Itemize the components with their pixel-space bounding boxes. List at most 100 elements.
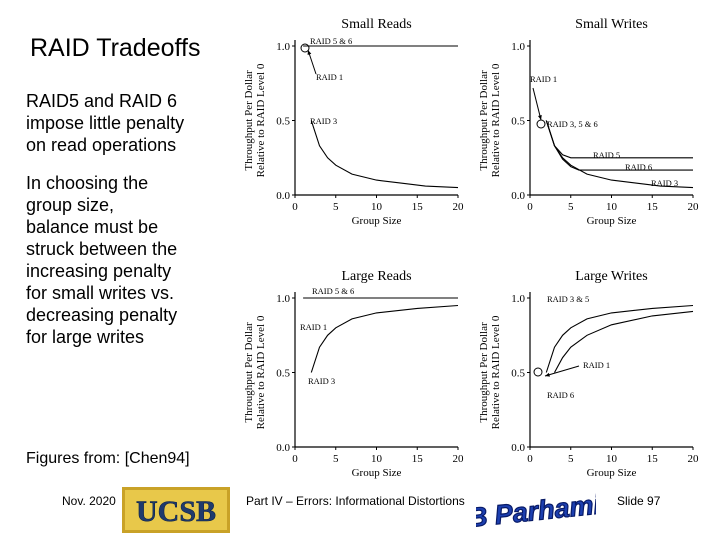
paragraph-line: RAID5 and RAID 6 xyxy=(26,91,178,111)
y-axis-label: Throughput Per Dollar xyxy=(478,322,490,423)
chart-small-writes: Small Writes 0 5 10 15 20 0.0 0.5 1.0 Group Size T… xyxy=(478,17,700,227)
annotation-arrow xyxy=(544,365,580,377)
y-tick-label: 1.0 xyxy=(511,293,525,305)
series-line-raid-3 xyxy=(310,304,459,373)
series-annotation: RAID 1 xyxy=(583,360,610,370)
y-axis-label: Relative to RAID Level 0 xyxy=(255,315,267,429)
paragraph-line: for small writes vs. xyxy=(26,283,175,303)
x-axis-label: Group Size xyxy=(587,467,637,479)
chart-title: Large Writes xyxy=(575,269,647,284)
y-tick-label: 0.0 xyxy=(276,442,290,454)
slide-number: Slide 97 xyxy=(617,494,661,508)
svg-text:UCSB: UCSB xyxy=(136,495,216,528)
chart-title: Large Reads xyxy=(341,269,411,284)
y-tick-label: 1.0 xyxy=(276,41,290,53)
x-tick-label: 0 xyxy=(527,453,533,465)
x-tick-label: 0 xyxy=(527,201,533,213)
chart-large-writes: Large Writes 0 5 10 15 20 0.0 0.5 1.0 Group Size T… xyxy=(478,269,700,479)
series-annotation: RAID 1 xyxy=(300,322,327,332)
x-tick-label: 15 xyxy=(412,453,424,465)
paragraph-group-size: In choosing the group size, balance must… xyxy=(26,172,216,348)
x-tick-label: 5 xyxy=(568,453,574,465)
footer-date: Nov. 2020 xyxy=(62,494,116,508)
y-tick-label: 0.0 xyxy=(276,190,290,202)
x-tick-label: 20 xyxy=(453,453,465,465)
paragraph-line: group size, xyxy=(26,195,115,215)
y-tick-label: 1.0 xyxy=(511,41,525,53)
chart-small-reads: Small Reads 0 5 10 15 20 0.0 0.5 1.0 Group Size Th… xyxy=(243,17,465,227)
x-tick-label: 15 xyxy=(647,201,659,213)
x-tick-label: 10 xyxy=(606,453,618,465)
series-annotation: RAID 3 xyxy=(310,116,337,126)
series-annotation: RAID 3 xyxy=(308,376,335,386)
series-annotation: RAID 6 xyxy=(625,162,652,172)
series-annotation: RAID 3 xyxy=(651,178,678,188)
x-tick-label: 10 xyxy=(371,453,383,465)
x-tick-label: 10 xyxy=(606,201,618,213)
x-tick-label: 20 xyxy=(688,453,700,465)
y-tick-label: 0.5 xyxy=(511,368,525,380)
highlight-circle xyxy=(536,119,546,129)
y-tick-label: 0.5 xyxy=(276,116,290,128)
y-tick-label: 1.0 xyxy=(276,293,290,305)
highlight-circle xyxy=(533,367,543,377)
series-annotation: RAID 1 xyxy=(316,72,343,82)
arrow-head xyxy=(307,50,312,55)
ucsb-logo: UCSB xyxy=(122,487,230,533)
chart-large-reads: Large Reads 0 5 10 15 20 0.0 0.5 1.0 Group Size Th… xyxy=(243,269,465,479)
footer-section: Part IV – Errors: Informational Distorti… xyxy=(246,494,465,508)
paragraph-line: for large writes xyxy=(26,327,145,347)
y-axis-label: Throughput Per Dollar xyxy=(243,322,255,423)
y-axis-label: Throughput Per Dollar xyxy=(478,70,490,171)
arrow-head xyxy=(537,115,542,120)
series-annotation: RAID 3, 5 & 6 xyxy=(547,119,598,129)
x-tick-label: 15 xyxy=(647,453,659,465)
series-line-raid-3-5 xyxy=(545,304,694,373)
paragraph-line: decreasing penalty xyxy=(26,305,178,325)
x-tick-label: 0 xyxy=(292,201,298,213)
series-annotation: RAID 5 & 6 xyxy=(312,286,354,296)
y-axis-label: Relative to RAID Level 0 xyxy=(255,63,267,177)
series-line-raid-6 xyxy=(545,120,693,171)
x-tick-label: 10 xyxy=(371,201,383,213)
paragraph-line: balance must be xyxy=(26,217,159,237)
paragraph-read-penalty: RAID5 and RAID 6 impose little penalty o… xyxy=(26,90,216,156)
highlight-circle xyxy=(300,43,310,53)
series-annotation: RAID 5 & 6 xyxy=(310,36,352,46)
paragraph-line: struck between the xyxy=(26,239,178,259)
y-tick-label: 0.5 xyxy=(276,368,290,380)
figure-credit: Figures from: [Chen94] xyxy=(26,450,190,467)
y-tick-label: 0.5 xyxy=(511,116,525,128)
x-tick-label: 5 xyxy=(333,201,339,213)
series-line-raid-3 xyxy=(310,120,459,189)
y-tick-label: 0.0 xyxy=(511,442,525,454)
x-tick-label: 5 xyxy=(333,453,339,465)
series-annotation: RAID 3 & 5 xyxy=(547,294,589,304)
y-tick-label: 0.0 xyxy=(511,190,525,202)
x-tick-label: 0 xyxy=(292,453,298,465)
signature-logo: B Parhami xyxy=(476,489,596,532)
y-axis-label: Relative to RAID Level 0 xyxy=(490,315,502,429)
x-tick-label: 15 xyxy=(412,201,424,213)
x-tick-label: 20 xyxy=(688,201,700,213)
paragraph-line: In choosing the xyxy=(26,173,149,193)
chart-title: Small Writes xyxy=(575,17,648,32)
series-annotation: RAID 5 xyxy=(593,150,620,160)
paragraph-line: increasing penalty xyxy=(26,261,172,281)
arrow-head xyxy=(545,372,550,377)
series-line-raid-6 xyxy=(554,310,694,373)
y-axis-label: Throughput Per Dollar xyxy=(243,70,255,171)
annotation-arrow xyxy=(532,87,542,121)
series-annotation: RAID 6 xyxy=(547,390,574,400)
y-axis-label: Relative to RAID Level 0 xyxy=(490,63,502,177)
x-axis-label: Group Size xyxy=(587,215,637,227)
paragraph-line: impose little penalty xyxy=(26,113,185,133)
paragraph-line: on read operations xyxy=(26,135,177,155)
chart-title: Small Reads xyxy=(341,17,411,32)
series-annotation: RAID 1 xyxy=(530,74,557,84)
x-axis-label: Group Size xyxy=(352,467,402,479)
svg-text:B Parhami: B Parhami xyxy=(476,489,596,532)
x-tick-label: 5 xyxy=(568,201,574,213)
x-tick-label: 20 xyxy=(453,201,465,213)
x-axis-label: Group Size xyxy=(352,215,402,227)
